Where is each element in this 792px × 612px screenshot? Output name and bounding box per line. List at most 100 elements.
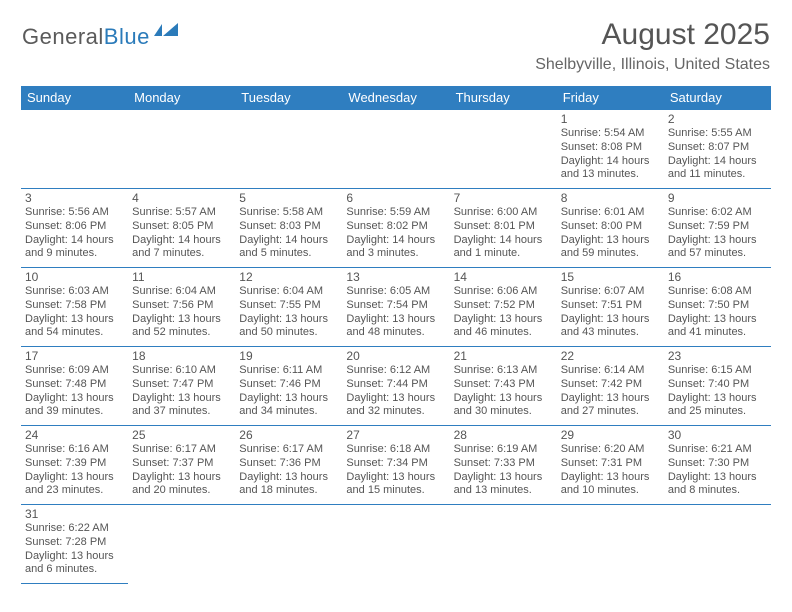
sunrise-line: Sunrise: 6:21 AM — [668, 443, 767, 457]
day-info: Sunrise: 5:58 AMSunset: 8:03 PMDaylight:… — [239, 206, 338, 261]
sunrise-line: Sunrise: 6:13 AM — [454, 364, 553, 378]
calendar-cell — [664, 505, 771, 584]
day-number: 17 — [25, 349, 124, 363]
calendar-cell: 25Sunrise: 6:17 AMSunset: 7:37 PMDayligh… — [128, 426, 235, 505]
day-info: Sunrise: 6:04 AMSunset: 7:56 PMDaylight:… — [132, 285, 231, 340]
calendar-cell: 12Sunrise: 6:04 AMSunset: 7:55 PMDayligh… — [235, 268, 342, 347]
day-info: Sunrise: 6:17 AMSunset: 7:37 PMDaylight:… — [132, 443, 231, 498]
sunrise-line: Sunrise: 6:06 AM — [454, 285, 553, 299]
sunset-line: Sunset: 7:58 PM — [25, 299, 124, 313]
day-info: Sunrise: 6:18 AMSunset: 7:34 PMDaylight:… — [346, 443, 445, 498]
daylight-line: Daylight: 13 hours and 57 minutes. — [668, 234, 767, 262]
day-info: Sunrise: 6:07 AMSunset: 7:51 PMDaylight:… — [561, 285, 660, 340]
calendar-cell: 17Sunrise: 6:09 AMSunset: 7:48 PMDayligh… — [21, 347, 128, 426]
calendar-cell: 21Sunrise: 6:13 AMSunset: 7:43 PMDayligh… — [450, 347, 557, 426]
day-info: Sunrise: 6:03 AMSunset: 7:58 PMDaylight:… — [25, 285, 124, 340]
sunrise-line: Sunrise: 6:01 AM — [561, 206, 660, 220]
sunrise-line: Sunrise: 5:56 AM — [25, 206, 124, 220]
day-number: 26 — [239, 428, 338, 442]
calendar-cell: 20Sunrise: 6:12 AMSunset: 7:44 PMDayligh… — [342, 347, 449, 426]
calendar-cell — [342, 505, 449, 584]
sunset-line: Sunset: 7:54 PM — [346, 299, 445, 313]
daylight-line: Daylight: 13 hours and 32 minutes. — [346, 392, 445, 420]
calendar-row: 31Sunrise: 6:22 AMSunset: 7:28 PMDayligh… — [21, 505, 771, 584]
daylight-line: Daylight: 13 hours and 41 minutes. — [668, 313, 767, 341]
calendar-cell: 18Sunrise: 6:10 AMSunset: 7:47 PMDayligh… — [128, 347, 235, 426]
sunrise-line: Sunrise: 6:03 AM — [25, 285, 124, 299]
calendar-cell: 31Sunrise: 6:22 AMSunset: 7:28 PMDayligh… — [21, 505, 128, 584]
calendar-cell: 2Sunrise: 5:55 AMSunset: 8:07 PMDaylight… — [664, 110, 771, 189]
day-number: 12 — [239, 270, 338, 284]
sunrise-line: Sunrise: 6:12 AM — [346, 364, 445, 378]
sunset-line: Sunset: 8:06 PM — [25, 220, 124, 234]
sunset-line: Sunset: 8:07 PM — [668, 141, 767, 155]
title-block: August 2025 Shelbyville, Illinois, Unite… — [535, 18, 770, 74]
daylight-line: Daylight: 14 hours and 7 minutes. — [132, 234, 231, 262]
daylight-line: Daylight: 13 hours and 54 minutes. — [25, 313, 124, 341]
month-title: August 2025 — [535, 18, 770, 52]
sunset-line: Sunset: 7:47 PM — [132, 378, 231, 392]
location: Shelbyville, Illinois, United States — [535, 56, 770, 74]
day-header: Saturday — [664, 86, 771, 110]
calendar-cell — [21, 110, 128, 189]
calendar-cell: 23Sunrise: 6:15 AMSunset: 7:40 PMDayligh… — [664, 347, 771, 426]
calendar-cell — [557, 505, 664, 584]
day-number: 1 — [561, 112, 660, 126]
day-info: Sunrise: 6:08 AMSunset: 7:50 PMDaylight:… — [668, 285, 767, 340]
day-number: 9 — [668, 191, 767, 205]
daylight-line: Daylight: 13 hours and 39 minutes. — [25, 392, 124, 420]
calendar-row: 10Sunrise: 6:03 AMSunset: 7:58 PMDayligh… — [21, 268, 771, 347]
daylight-line: Daylight: 13 hours and 27 minutes. — [561, 392, 660, 420]
sunset-line: Sunset: 7:44 PM — [346, 378, 445, 392]
calendar-cell: 27Sunrise: 6:18 AMSunset: 7:34 PMDayligh… — [342, 426, 449, 505]
day-info: Sunrise: 6:17 AMSunset: 7:36 PMDaylight:… — [239, 443, 338, 498]
day-number: 5 — [239, 191, 338, 205]
daylight-line: Daylight: 13 hours and 13 minutes. — [454, 471, 553, 499]
day-number: 6 — [346, 191, 445, 205]
calendar-cell: 19Sunrise: 6:11 AMSunset: 7:46 PMDayligh… — [235, 347, 342, 426]
calendar-cell: 29Sunrise: 6:20 AMSunset: 7:31 PMDayligh… — [557, 426, 664, 505]
calendar-cell: 15Sunrise: 6:07 AMSunset: 7:51 PMDayligh… — [557, 268, 664, 347]
day-number: 27 — [346, 428, 445, 442]
day-header: Wednesday — [342, 86, 449, 110]
day-number: 8 — [561, 191, 660, 205]
sunrise-line: Sunrise: 6:18 AM — [346, 443, 445, 457]
sunset-line: Sunset: 7:43 PM — [454, 378, 553, 392]
calendar-row: 24Sunrise: 6:16 AMSunset: 7:39 PMDayligh… — [21, 426, 771, 505]
sunset-line: Sunset: 7:52 PM — [454, 299, 553, 313]
sunrise-line: Sunrise: 6:17 AM — [132, 443, 231, 457]
sunset-line: Sunset: 7:33 PM — [454, 457, 553, 471]
daylight-line: Daylight: 13 hours and 6 minutes. — [25, 550, 124, 578]
calendar-cell — [128, 505, 235, 584]
calendar-row: 1Sunrise: 5:54 AMSunset: 8:08 PMDaylight… — [21, 110, 771, 189]
calendar-cell: 16Sunrise: 6:08 AMSunset: 7:50 PMDayligh… — [664, 268, 771, 347]
daylight-line: Daylight: 13 hours and 30 minutes. — [454, 392, 553, 420]
calendar-cell: 24Sunrise: 6:16 AMSunset: 7:39 PMDayligh… — [21, 426, 128, 505]
daylight-line: Daylight: 13 hours and 43 minutes. — [561, 313, 660, 341]
day-info: Sunrise: 6:10 AMSunset: 7:47 PMDaylight:… — [132, 364, 231, 419]
day-info: Sunrise: 6:16 AMSunset: 7:39 PMDaylight:… — [25, 443, 124, 498]
calendar-cell: 14Sunrise: 6:06 AMSunset: 7:52 PMDayligh… — [450, 268, 557, 347]
day-number: 4 — [132, 191, 231, 205]
day-number: 16 — [668, 270, 767, 284]
day-info: Sunrise: 6:21 AMSunset: 7:30 PMDaylight:… — [668, 443, 767, 498]
day-number: 28 — [454, 428, 553, 442]
day-info: Sunrise: 6:22 AMSunset: 7:28 PMDaylight:… — [25, 522, 124, 577]
daylight-line: Daylight: 14 hours and 3 minutes. — [346, 234, 445, 262]
calendar-cell: 1Sunrise: 5:54 AMSunset: 8:08 PMDaylight… — [557, 110, 664, 189]
sunset-line: Sunset: 8:02 PM — [346, 220, 445, 234]
calendar-cell — [235, 110, 342, 189]
daylight-line: Daylight: 13 hours and 52 minutes. — [132, 313, 231, 341]
day-info: Sunrise: 6:15 AMSunset: 7:40 PMDaylight:… — [668, 364, 767, 419]
calendar-body: 1Sunrise: 5:54 AMSunset: 8:08 PMDaylight… — [21, 110, 771, 584]
sunset-line: Sunset: 7:46 PM — [239, 378, 338, 392]
sunrise-line: Sunrise: 6:11 AM — [239, 364, 338, 378]
logo: GeneralBlue — [22, 24, 180, 50]
daylight-line: Daylight: 13 hours and 20 minutes. — [132, 471, 231, 499]
calendar-cell: 30Sunrise: 6:21 AMSunset: 7:30 PMDayligh… — [664, 426, 771, 505]
day-header: Tuesday — [235, 86, 342, 110]
day-info: Sunrise: 6:09 AMSunset: 7:48 PMDaylight:… — [25, 364, 124, 419]
flag-icon — [152, 21, 180, 44]
day-number: 24 — [25, 428, 124, 442]
daylight-line: Daylight: 13 hours and 59 minutes. — [561, 234, 660, 262]
